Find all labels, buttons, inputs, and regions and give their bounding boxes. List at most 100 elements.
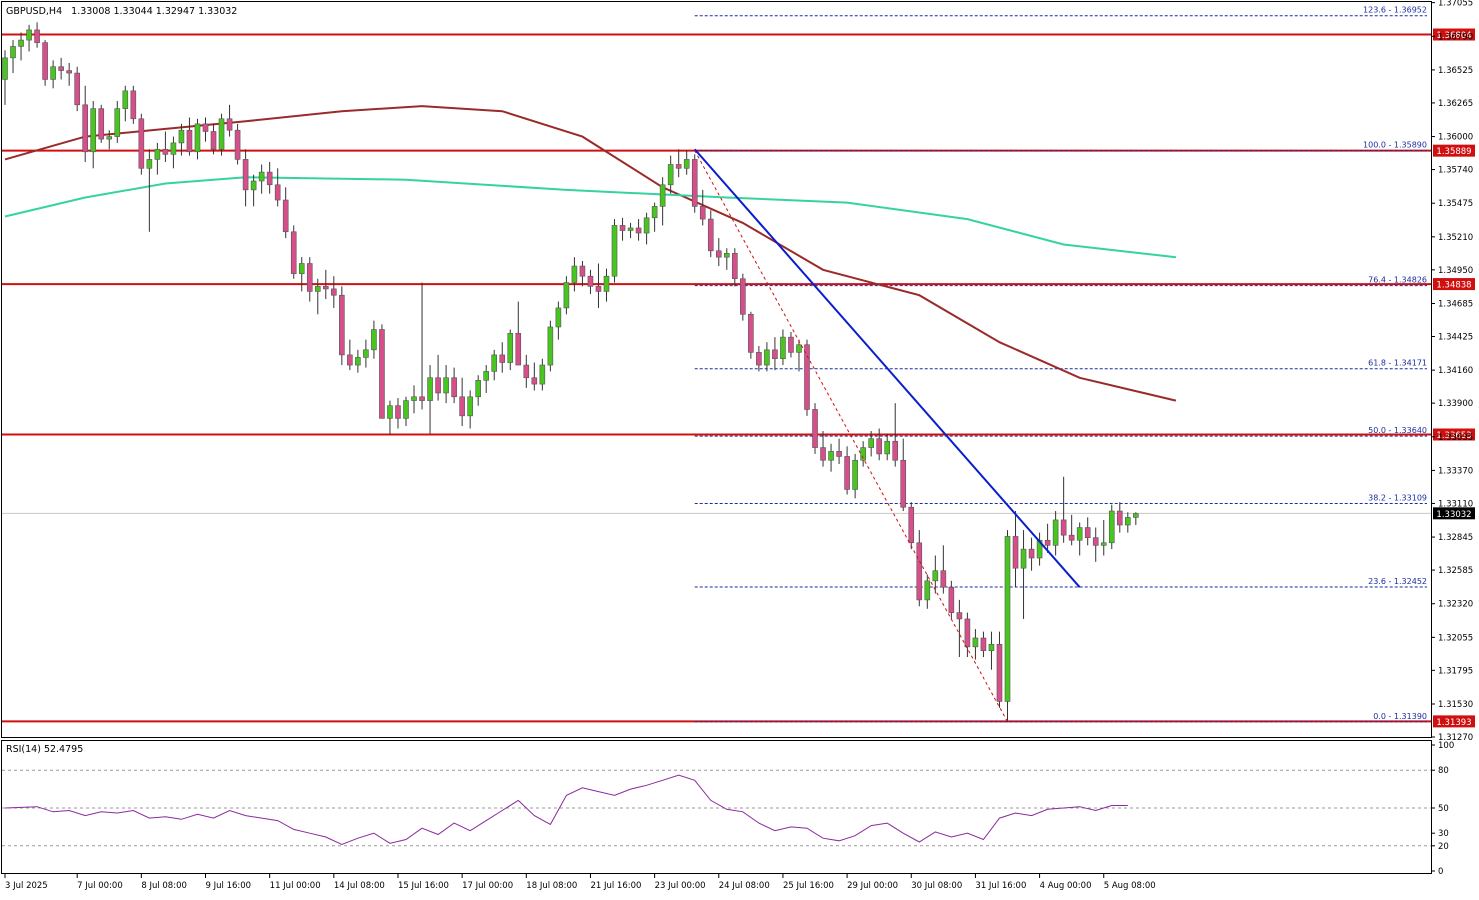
candle[interactable] [282,187,289,239]
candle[interactable] [10,40,16,74]
candle[interactable] [1133,512,1139,526]
candle[interactable] [234,123,241,165]
candle[interactable] [972,629,979,660]
candle[interactable] [820,431,826,467]
candle[interactable] [298,257,305,292]
candle[interactable] [90,101,97,169]
candle[interactable] [194,118,201,160]
candle[interactable] [274,168,281,207]
candle[interactable] [1052,511,1059,556]
candle[interactable] [1076,522,1083,556]
candle[interactable] [186,117,193,156]
candle[interactable] [932,555,939,594]
candle[interactable] [860,441,866,467]
candle[interactable] [146,149,153,232]
candle[interactable] [130,85,137,124]
candle[interactable] [611,219,618,283]
candle[interactable] [242,149,249,207]
candle[interactable] [683,150,690,175]
candle[interactable] [98,104,105,143]
candle[interactable] [948,580,955,619]
candle[interactable] [1012,511,1019,588]
candle[interactable] [122,85,129,122]
candle[interactable] [395,398,401,429]
candle[interactable] [18,32,24,61]
candle[interactable] [403,396,409,426]
candle[interactable] [740,273,746,321]
candle[interactable] [571,257,578,292]
candle[interactable] [66,62,72,86]
candle[interactable] [1028,537,1035,571]
candle[interactable] [659,177,666,226]
candle[interactable] [587,269,594,294]
candle[interactable] [114,101,121,143]
candle[interactable] [42,40,48,86]
candle[interactable] [210,123,217,155]
candle[interactable] [1020,530,1027,619]
candle[interactable] [2,50,8,105]
candle[interactable] [804,339,810,416]
candle[interactable] [443,365,449,404]
candle[interactable] [699,189,706,226]
candle[interactable] [379,324,385,419]
candle[interactable] [258,164,265,194]
candle[interactable] [50,60,56,89]
candle[interactable] [619,217,626,241]
candle[interactable] [290,225,297,279]
candle[interactable] [499,342,506,373]
candle[interactable] [940,545,947,594]
candle[interactable] [788,332,794,358]
candle[interactable] [563,276,570,315]
candle[interactable] [178,123,185,156]
candle[interactable] [980,631,987,658]
candle[interactable] [515,301,522,366]
candle[interactable] [74,66,80,112]
candle[interactable] [539,358,546,391]
candle[interactable] [154,142,161,175]
candle[interactable] [836,438,842,465]
candle[interactable] [266,161,273,194]
candle[interactable] [868,431,874,457]
candle[interactable] [555,301,562,340]
candle[interactable] [595,263,602,308]
candle[interactable] [579,260,586,287]
candle[interactable] [483,365,490,393]
candle[interactable] [732,248,738,287]
candle[interactable] [202,117,209,142]
candle[interactable] [347,339,353,371]
candle[interactable] [715,238,722,267]
candle[interactable] [331,276,337,308]
candle[interactable] [451,367,457,404]
candle[interactable] [435,354,441,401]
candle[interactable] [796,339,802,372]
candle[interactable] [900,438,907,512]
candle[interactable] [531,362,538,391]
candle[interactable] [162,131,169,162]
candle[interactable] [419,282,425,410]
candle[interactable] [988,631,995,670]
candle[interactable] [780,329,786,366]
candle[interactable] [852,453,858,499]
candle[interactable] [667,155,674,194]
candle[interactable] [1100,519,1107,556]
candle[interactable] [138,113,145,175]
candle[interactable] [226,104,233,137]
candle[interactable] [427,365,433,434]
candle[interactable] [523,354,530,388]
candle[interactable] [812,403,818,454]
candle[interactable] [675,149,682,178]
candle[interactable] [723,248,730,270]
candle[interactable] [371,320,377,359]
trendline[interactable] [693,148,1081,588]
candle[interactable] [764,342,770,372]
candle[interactable] [643,212,650,245]
candle[interactable] [1044,523,1051,553]
candle[interactable] [1084,517,1091,546]
candle[interactable] [491,349,498,381]
candle[interactable] [964,612,971,658]
candle[interactable] [26,24,32,52]
candle[interactable] [627,222,634,239]
candle[interactable] [828,443,834,472]
candle[interactable] [908,502,915,550]
